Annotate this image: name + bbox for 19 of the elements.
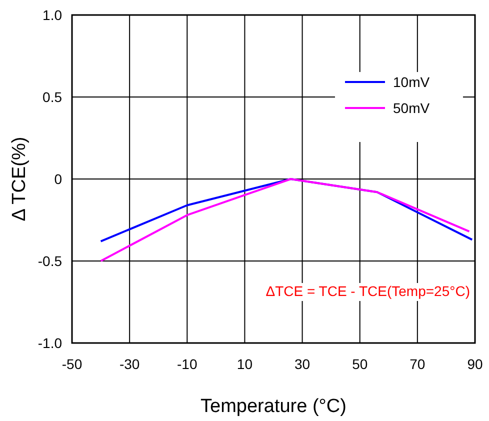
x-axis-title: Temperature (°C) [200, 396, 346, 417]
x-tick-label: 10 [236, 356, 253, 372]
annotation: ΔTCE = TCE - TCE(Temp=25°C) [266, 283, 470, 299]
x-tick-label: 90 [467, 356, 483, 372]
y-tick-label: 0.5 [42, 89, 62, 105]
y-tick-label: -0.5 [38, 253, 62, 269]
x-tick-label: 70 [410, 356, 426, 372]
x-tick-label: 30 [294, 356, 310, 372]
y-tick-label: -1.0 [38, 335, 62, 351]
x-tick-label: -10 [177, 356, 198, 372]
x-tick-label: -30 [119, 356, 140, 372]
legend-label: 10mV [393, 74, 430, 90]
line-series [100, 178, 470, 262]
x-tick-label: 50 [352, 356, 368, 372]
y-tick-label: 1.0 [42, 7, 62, 23]
y-axis-title: Δ TCE(%) [9, 136, 30, 222]
y-tick-label: 0 [54, 171, 62, 187]
legend-label: 50mV [393, 100, 430, 116]
x-tick-label: -50 [62, 356, 82, 372]
